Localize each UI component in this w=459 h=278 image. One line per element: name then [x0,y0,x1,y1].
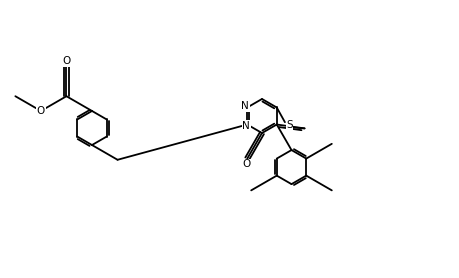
Text: O: O [241,159,250,169]
Text: N: N [241,101,249,111]
Text: S: S [285,120,292,130]
Text: O: O [62,56,70,66]
Text: N: N [242,121,250,130]
Text: O: O [37,106,45,116]
